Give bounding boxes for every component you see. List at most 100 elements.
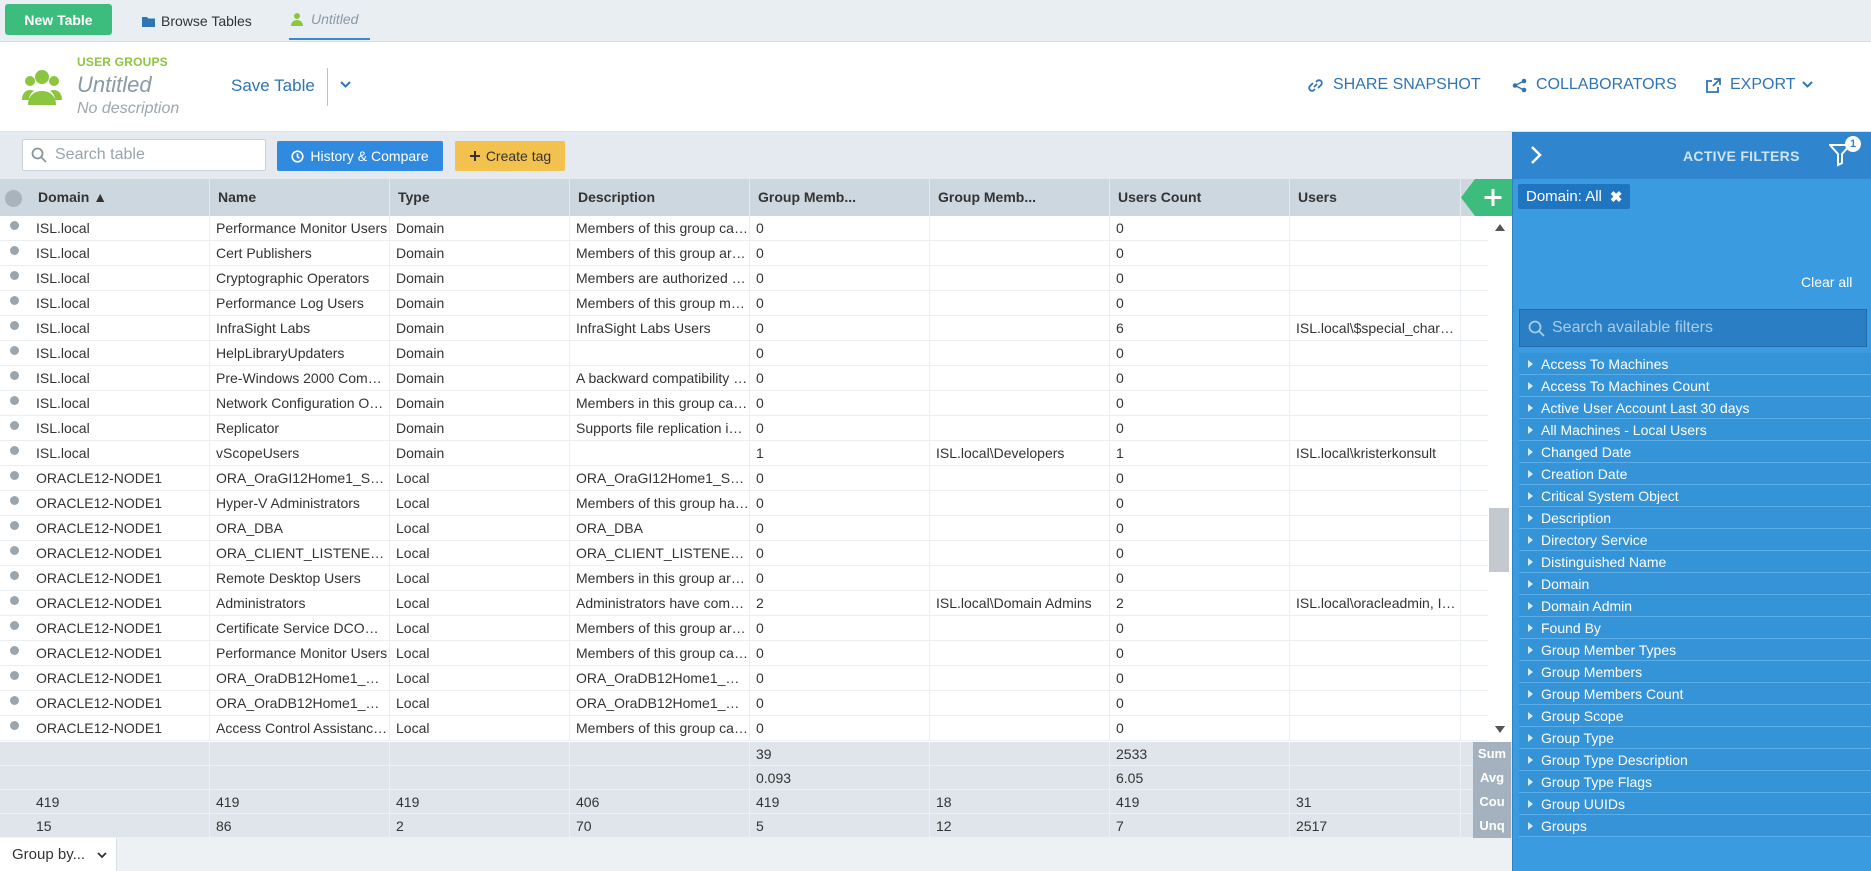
filter-list-item[interactable]: Group Members Count	[1519, 683, 1871, 705]
table-row[interactable]: ORACLE12-NODE1ORA_OraGI12Home1_SYSASMLoc…	[0, 466, 1488, 491]
row-select-toggle[interactable]	[10, 546, 19, 555]
filter-list-item[interactable]: Group Members	[1519, 661, 1871, 683]
row-select-toggle[interactable]	[10, 221, 19, 230]
table-row[interactable]: ISL.local Replicator Domain Supports file r…	[0, 416, 1488, 441]
aggregate-label[interactable]: Avg	[1473, 766, 1511, 790]
save-table-button[interactable]: Save Table	[231, 76, 315, 95]
row-select-toggle[interactable]	[10, 696, 19, 705]
table-row[interactable]: ISL.local HelpLibraryUpdaters Domain 0 0	[0, 341, 1488, 366]
select-all-toggle[interactable]	[5, 190, 22, 207]
column-header-description[interactable]: Description	[570, 179, 750, 216]
row-select-toggle[interactable]	[10, 596, 19, 605]
row-select-toggle[interactable]	[10, 471, 19, 480]
row-select-toggle[interactable]	[10, 271, 19, 280]
column-header-group-members-count[interactable]: Group Memb...	[750, 179, 930, 216]
filter-list-item[interactable]: Access To Machines	[1519, 353, 1871, 375]
filter-list-item[interactable]: Found By	[1519, 617, 1871, 639]
table-search[interactable]	[22, 139, 266, 171]
table-row[interactable]: ORACLE12-NODE1 Hyper-V Administrators Loca…	[0, 491, 1488, 516]
row-select-toggle[interactable]	[10, 421, 19, 430]
scroll-up-icon[interactable]	[1495, 224, 1505, 231]
table-title[interactable]: Untitled	[77, 72, 152, 97]
save-options-dropdown[interactable]	[340, 76, 351, 92]
table-row[interactable]: ISL.local Performance Log Users Domain Memb…	[0, 291, 1488, 316]
filter-list-item[interactable]: Directory Service	[1519, 529, 1871, 551]
aggregate-label[interactable]: Sum	[1473, 742, 1511, 766]
filter-search-input[interactable]	[1552, 319, 1852, 337]
column-header-type[interactable]: Type	[390, 179, 570, 216]
row-select-toggle[interactable]	[10, 246, 19, 255]
new-table-button[interactable]: New Table	[5, 4, 112, 35]
row-select-toggle[interactable]	[10, 396, 19, 405]
create-tag-button[interactable]: Create tag	[455, 141, 565, 171]
vertical-scrollbar[interactable]	[1488, 216, 1512, 742]
filter-list-item[interactable]: Description	[1519, 507, 1871, 529]
filter-list-item[interactable]: Group Member Types	[1519, 639, 1871, 661]
table-row[interactable]: ISL.local Cryptographic Operators Domain Me…	[0, 266, 1488, 291]
collapse-panel-icon[interactable]	[1529, 145, 1543, 165]
filter-list-item[interactable]: Critical System Object	[1519, 485, 1871, 507]
filter-list-item[interactable]: Group UUIDs	[1519, 793, 1871, 815]
filter-list-item[interactable]: Domain Admin	[1519, 595, 1871, 617]
row-select-toggle[interactable]	[10, 346, 19, 355]
tab-browse-tables[interactable]: Browse Tables	[142, 0, 252, 42]
table-row[interactable]: ORACLE12-NODE1 Performance Monitor Users L…	[0, 641, 1488, 666]
filter-search[interactable]	[1519, 309, 1867, 347]
table-row[interactable]: ISL.local InfraSight Labs Domain InfraSight…	[0, 316, 1488, 341]
row-select-toggle[interactable]	[10, 621, 19, 630]
column-header-users-count[interactable]: Users Count	[1110, 179, 1290, 216]
active-filter-chip[interactable]: Domain: All ✖	[1518, 184, 1631, 209]
filter-list-item[interactable]: Changed Date	[1519, 441, 1871, 463]
table-row[interactable]: ORACLE12-NODE1 ORA_CLIENT_LISTENERS Local O…	[0, 541, 1488, 566]
export-button[interactable]: EXPORT	[1706, 76, 1813, 94]
row-select-toggle[interactable]	[10, 371, 19, 380]
row-select-toggle[interactable]	[10, 721, 19, 730]
group-by-dropdown[interactable]: Group by...	[0, 838, 117, 871]
table-row[interactable]: ISL.local Performance Monitor Users Domain…	[0, 216, 1488, 241]
scroll-down-icon[interactable]	[1495, 726, 1505, 733]
tab-untitled[interactable]: Untitled	[289, 0, 371, 40]
aggregate-label[interactable]: Cou	[1473, 790, 1511, 814]
column-header-group-members[interactable]: Group Memb...	[930, 179, 1110, 216]
row-select-toggle[interactable]	[10, 446, 19, 455]
row-select-toggle[interactable]	[10, 646, 19, 655]
column-header-users[interactable]: Users	[1290, 179, 1461, 216]
column-header-name[interactable]: Name	[210, 179, 390, 216]
remove-filter-icon[interactable]: ✖	[1609, 188, 1623, 206]
filter-list-item[interactable]: Creation Date	[1519, 463, 1871, 485]
filter-list-item[interactable]: Group Type Flags	[1519, 771, 1871, 793]
row-select-toggle[interactable]	[10, 321, 19, 330]
add-column-button[interactable]	[1461, 179, 1512, 216]
filter-list-item[interactable]: Groups	[1519, 815, 1871, 837]
table-row[interactable]: ORACLE12-NODE1 Administrators Local Adminis…	[0, 591, 1488, 616]
row-select-toggle[interactable]	[10, 521, 19, 530]
table-row[interactable]: ISL.local Cert Publishers Domain Members of…	[0, 241, 1488, 266]
table-row[interactable]: ORACLE12-NODE1 ORA_OraDB12Home1_DBA Local O…	[0, 666, 1488, 691]
filter-list-item[interactable]: Access To Machines Count	[1519, 375, 1871, 397]
table-search-input[interactable]	[55, 146, 255, 164]
table-row[interactable]: ORACLE12-NODE1 Certificate Service DCOM A…	[0, 616, 1488, 641]
table-description[interactable]: No description	[77, 100, 180, 117]
row-select-toggle[interactable]	[10, 296, 19, 305]
collaborators-button[interactable]: COLLABORATORS	[1512, 76, 1677, 94]
table-row[interactable]: ORACLE12-NODE1 Access Control Assistance …	[0, 716, 1488, 741]
table-row[interactable]: ORACLE12-NODE1 ORA_OraDB12Home1_OPER Local…	[0, 691, 1488, 716]
column-header-domain[interactable]: Domain ▲	[30, 179, 210, 216]
table-row[interactable]: ORACLE12-NODE1 Remote Desktop Users Local M…	[0, 566, 1488, 591]
row-select-toggle[interactable]	[10, 571, 19, 580]
aggregate-label[interactable]: Unq	[1473, 814, 1511, 838]
filter-list-item[interactable]: All Machines - Local Users	[1519, 419, 1871, 441]
filter-list-item[interactable]: Group Type Description	[1519, 749, 1871, 771]
row-select-toggle[interactable]	[10, 671, 19, 680]
share-snapshot-button[interactable]: SHARE SNAPSHOT	[1307, 76, 1481, 94]
filter-list-item[interactable]: Active User Account Last 30 days	[1519, 397, 1871, 419]
table-row[interactable]: ISL.local vScopeUsers Domain 1 ISL.local\Dev…	[0, 441, 1488, 466]
table-row[interactable]: ORACLE12-NODE1 ORA_DBA Local ORA_DBA 0 0	[0, 516, 1488, 541]
filter-list-item[interactable]: Domain	[1519, 573, 1871, 595]
clear-all-filters-link[interactable]: Clear all	[1801, 274, 1853, 290]
filter-list-item[interactable]: Distinguished Name	[1519, 551, 1871, 573]
history-compare-button[interactable]: History & Compare	[277, 141, 443, 171]
scrollbar-thumb[interactable]	[1489, 508, 1509, 572]
